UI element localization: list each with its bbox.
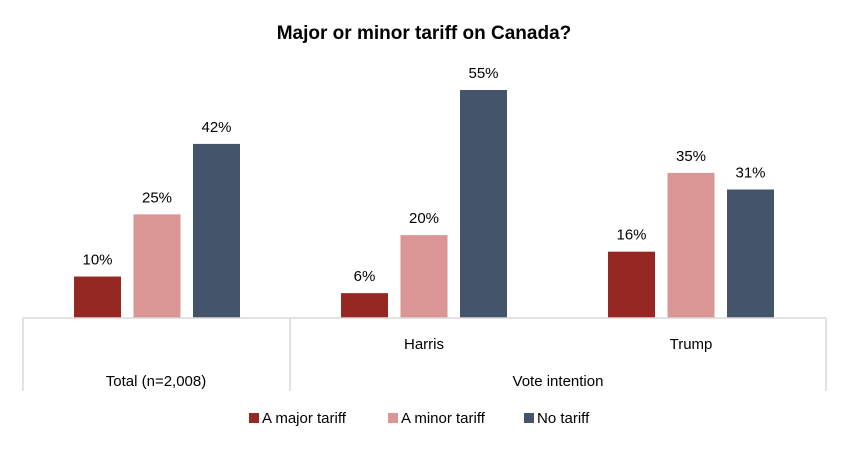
category-group-label: Total (n=2,008) [106, 373, 206, 390]
bar-a-minor-tariff [133, 214, 181, 318]
bar-a-major-tariff [608, 251, 655, 318]
bar-a-minor-tariff [667, 172, 715, 318]
bar-a-major-tariff [341, 293, 388, 318]
legend-label: No tariff [537, 410, 590, 427]
data-label: 16% [616, 227, 646, 244]
category-group-label: Vote intention [513, 373, 604, 390]
category-label: Harris [404, 336, 444, 353]
chart-title: Major or minor tariff on Canada? [277, 23, 572, 44]
legend-item: No tariff [524, 410, 590, 427]
legend-swatch [524, 413, 534, 423]
legend-swatch [388, 413, 398, 423]
legend-swatch [249, 413, 259, 423]
data-label: 20% [409, 210, 439, 227]
data-label: 6% [354, 268, 376, 285]
legend-label: A major tariff [262, 410, 347, 427]
bar-a-major-tariff [74, 276, 121, 318]
data-label: 10% [82, 252, 112, 269]
data-label: 55% [468, 65, 498, 82]
legend-label: A minor tariff [401, 410, 486, 427]
data-label: 35% [676, 148, 706, 165]
category-label: Trump [670, 336, 713, 353]
data-label: 25% [142, 189, 172, 206]
bar-no-tariff [460, 90, 507, 318]
legend-item: A minor tariff [388, 410, 486, 427]
bar-no-tariff [727, 189, 774, 318]
legend-item: A major tariff [249, 410, 347, 427]
bar-no-tariff [193, 143, 240, 318]
bar-a-minor-tariff [400, 235, 448, 318]
data-label: 31% [735, 164, 765, 181]
data-label: 42% [201, 119, 231, 136]
